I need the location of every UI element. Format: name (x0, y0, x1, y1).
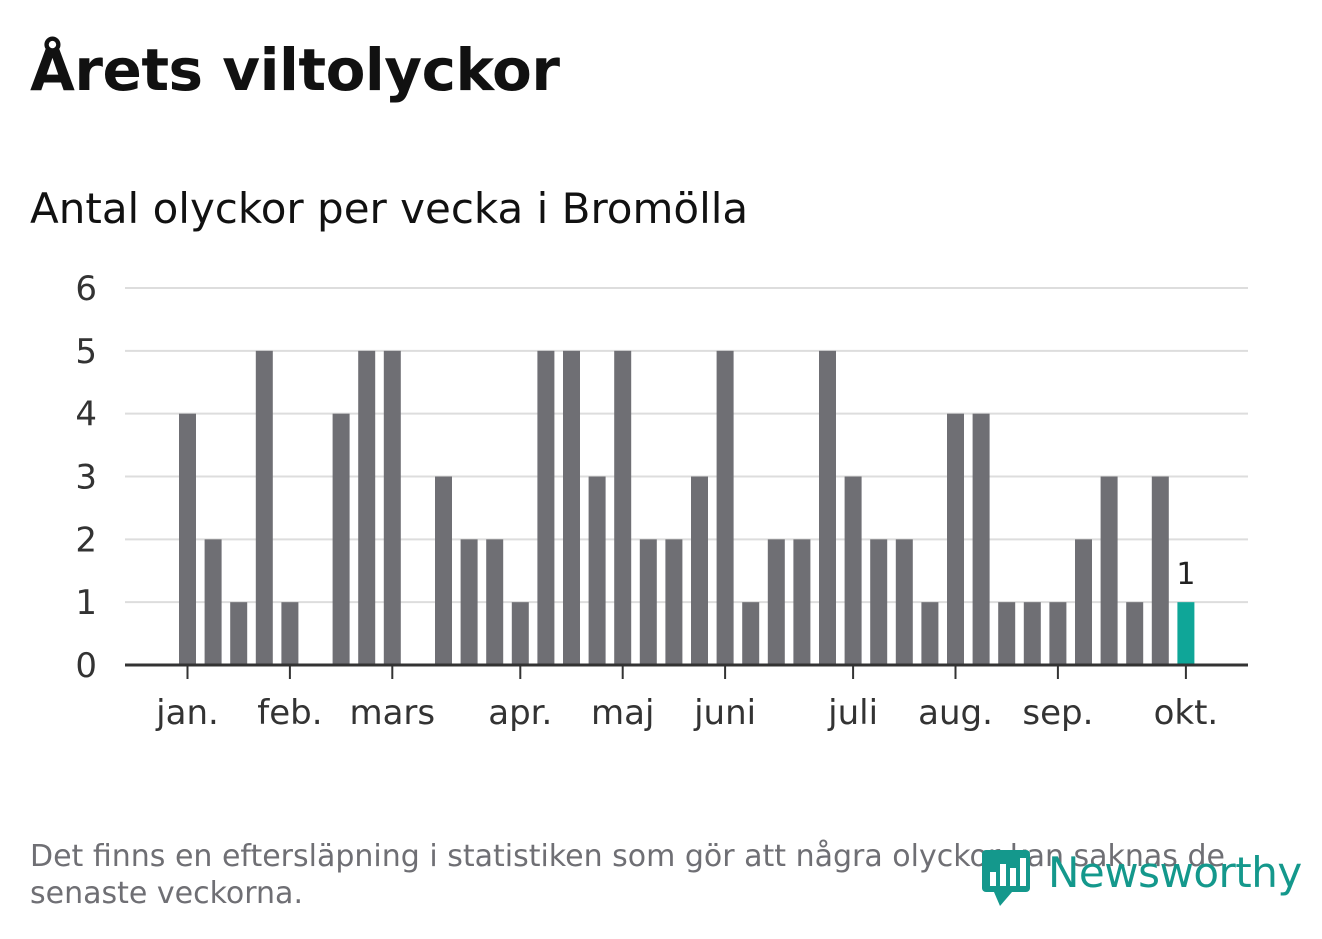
bar (486, 539, 504, 665)
y-tick-label: 5 (75, 332, 97, 372)
bar (998, 602, 1016, 665)
x-tick-label: sep. (1022, 693, 1093, 733)
bar (1151, 476, 1169, 665)
bar-chart: 0 1 2 3 4 5 6 1 jan. feb. mars apr. maj juni juli aug. s… (75, 269, 1248, 733)
bar (563, 350, 580, 665)
chart-title: Årets viltolyckor (30, 36, 560, 104)
x-tick-label: mars (349, 693, 435, 733)
newsworthy-logo: Newsworthy (980, 846, 1302, 908)
bar (870, 539, 888, 665)
y-tick-label: 3 (75, 458, 97, 498)
bar (537, 350, 555, 665)
bar (460, 539, 478, 665)
bar-highlight (1177, 602, 1195, 665)
x-tick-label: okt. (1154, 693, 1219, 733)
bar (895, 539, 913, 665)
bar (255, 350, 273, 665)
bar-data-label: 1 (1176, 557, 1195, 592)
bar (179, 413, 196, 665)
bar (358, 350, 376, 665)
bar (844, 476, 862, 665)
bar (383, 350, 401, 665)
y-tick-label: 0 (75, 646, 97, 686)
x-tick-label: apr. (488, 693, 552, 733)
bar (1126, 602, 1144, 665)
y-tick-label: 6 (75, 269, 97, 309)
bar-chart-speech-bubble-icon (982, 850, 1030, 906)
bar (639, 539, 657, 665)
bar (921, 602, 939, 665)
logo-text: Newsworthy (1048, 848, 1302, 897)
bar (947, 413, 964, 665)
y-tick-label: 2 (75, 520, 97, 560)
bar (1049, 602, 1067, 665)
bar (511, 602, 529, 665)
bar (435, 476, 452, 665)
bar (588, 476, 606, 665)
bar (1075, 539, 1092, 665)
bar (972, 413, 990, 665)
bar (332, 413, 350, 665)
bar (793, 539, 811, 665)
bar (204, 539, 222, 665)
bar (691, 476, 708, 665)
bar (716, 350, 734, 665)
x-tick-label: juni (693, 693, 756, 733)
chart-subtitle: Antal olyckor per vecka i Bromölla (30, 184, 749, 233)
bar (1023, 602, 1041, 665)
bar (281, 602, 299, 665)
y-tick-label: 4 (75, 395, 97, 435)
bar (230, 602, 248, 665)
bar (665, 539, 683, 665)
x-tick-label: aug. (918, 693, 993, 733)
bar (742, 602, 760, 665)
x-tick-label: jan. (155, 693, 219, 733)
bar (1100, 476, 1118, 665)
bar (767, 539, 785, 665)
y-tick-label: 1 (75, 583, 97, 623)
x-tick-label: juli (827, 693, 878, 733)
bar (819, 350, 836, 665)
bar (614, 350, 632, 665)
x-tick-label: feb. (257, 693, 322, 733)
x-tick-label: maj (591, 693, 654, 733)
